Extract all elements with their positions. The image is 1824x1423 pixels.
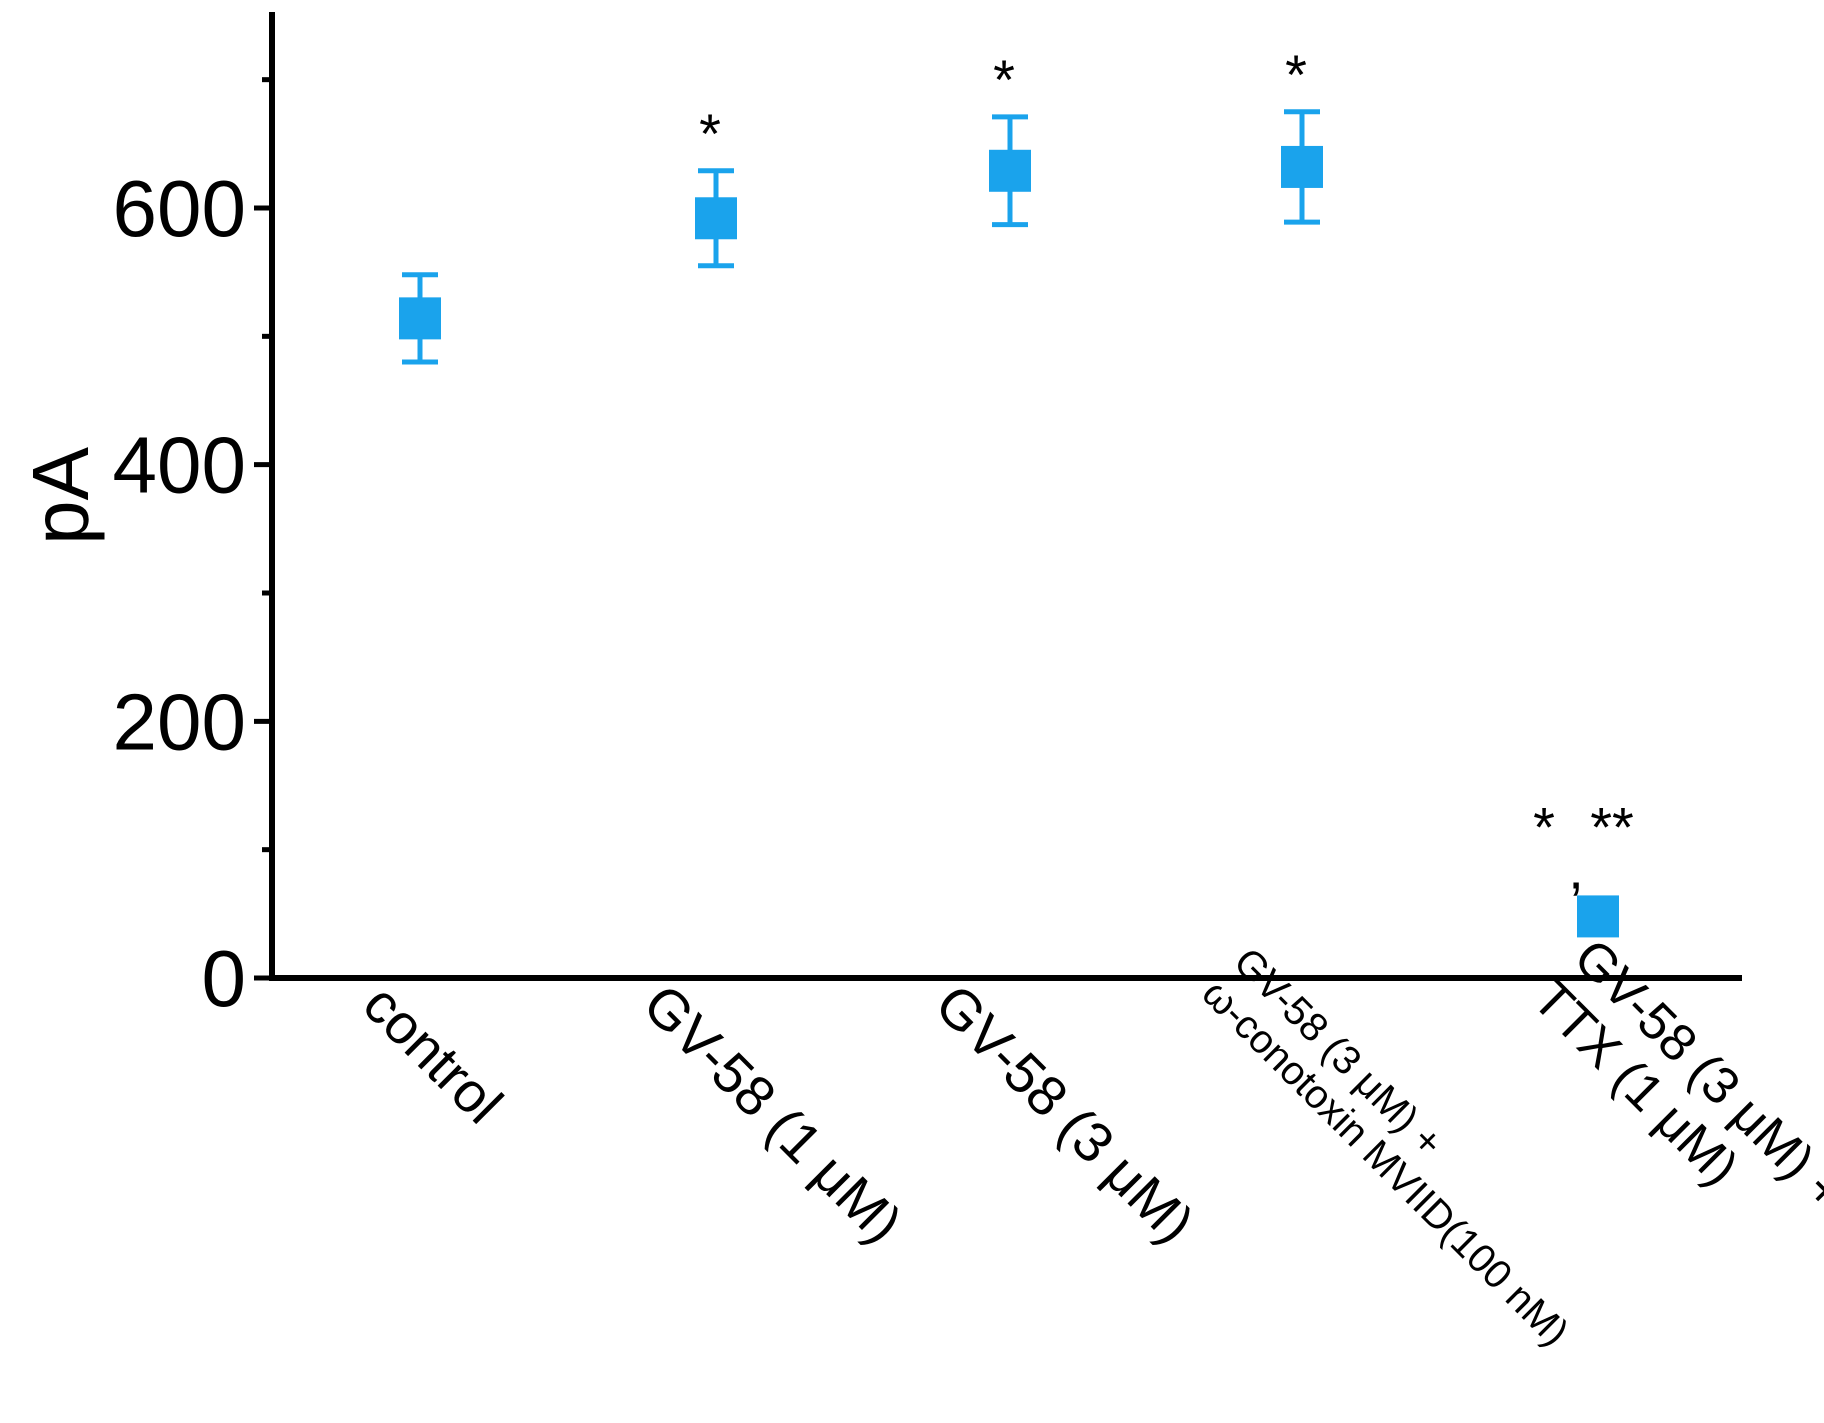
data-point — [1281, 145, 1323, 188]
x-category-label-line: GV-58 (1 μM) — [632, 972, 915, 1255]
x-category-label-line: GV-58 (3 μM) — [924, 972, 1207, 1255]
significance-marker: * — [699, 102, 721, 165]
significance-marker: ** — [1590, 795, 1634, 858]
y-axis-label: pA — [16, 446, 105, 544]
x-category-label: GV-58 (3 μM) — [924, 972, 1207, 1255]
x-category-label: GV-58 (1 μM) — [632, 972, 915, 1255]
y-axis: 0 200 400 600 — [113, 12, 275, 1023]
y-tick-label: 600 — [113, 164, 246, 253]
data-point — [695, 197, 737, 240]
x-category-label-line: control — [352, 972, 515, 1135]
data-point — [399, 297, 441, 340]
x-axis-labels: control GV-58 (1 μM) GV-58 (3 μM) GV-58 (3 … — [352, 928, 1824, 1354]
significance-marker: * — [1285, 43, 1307, 106]
data-point-group: * — [989, 48, 1031, 228]
significance-separator: , — [1568, 837, 1584, 900]
y-tick-label: 0 — [202, 934, 247, 1023]
data-point — [989, 149, 1031, 192]
data-point-group: * — [1281, 43, 1323, 225]
data-point-group — [399, 272, 441, 365]
data-point-group: * — [695, 102, 737, 269]
y-tick-label: 400 — [113, 421, 246, 510]
data-point — [1577, 895, 1619, 938]
x-category-label: control — [352, 972, 515, 1135]
significance-marker: * — [1533, 795, 1555, 858]
significance-marker: * — [993, 48, 1015, 111]
x-category-label-line: ω-conotoxin MVIID(100 nM) — [1194, 971, 1577, 1354]
plot-area: ** **,** — [399, 43, 1634, 938]
y-tick-label: 200 — [113, 677, 246, 766]
data-point-group: *,** — [1533, 795, 1634, 938]
